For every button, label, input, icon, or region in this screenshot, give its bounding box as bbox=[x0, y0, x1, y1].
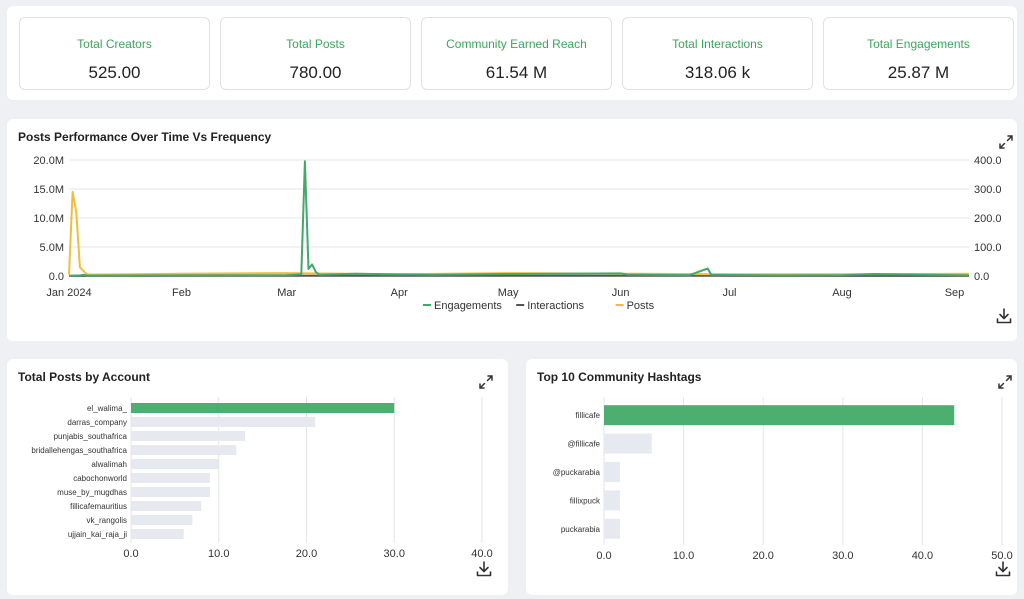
y-tick-label-right: 100.0 bbox=[974, 242, 1002, 254]
bar bbox=[131, 431, 246, 441]
bar bbox=[131, 515, 193, 525]
kpi-value: 780.00 bbox=[289, 63, 342, 82]
x-tick-label: Jun bbox=[612, 287, 630, 299]
y-tick-label-right: 0.0 bbox=[974, 271, 989, 283]
category-label: puckarabia bbox=[561, 525, 601, 534]
y-tick-label-left: 20.0M bbox=[33, 155, 64, 167]
legend-label: Posts bbox=[627, 300, 655, 312]
legend-label: Interactions bbox=[527, 300, 584, 312]
y-tick-label-right: 400.0 bbox=[974, 155, 1002, 167]
bar bbox=[131, 473, 210, 483]
bar bbox=[604, 405, 955, 426]
category-label: muse_by_mugdhas bbox=[57, 488, 127, 497]
category-label: cabochonworld bbox=[73, 474, 127, 483]
x-tick-label: Jul bbox=[722, 287, 736, 299]
category-label: fillicafe bbox=[576, 411, 601, 420]
category-label: fillixpuck bbox=[570, 496, 601, 505]
community-hashtags-panel: Top 10 Community Hashtags 0.0 10.0 20.0 30.… bbox=[526, 359, 1017, 595]
y-tick-label-left: 5.0M bbox=[40, 242, 64, 254]
category-label: punjabis_southafrica bbox=[54, 432, 128, 441]
bar bbox=[131, 529, 184, 539]
x-tick-label: 30.0 bbox=[384, 548, 405, 560]
x-tick-label: Sep bbox=[945, 287, 965, 299]
series-line-engagements bbox=[68, 160, 970, 277]
kpi-label: Total Creators bbox=[77, 37, 152, 51]
bar bbox=[131, 417, 316, 427]
x-tick-label: 0.0 bbox=[596, 550, 611, 562]
y-tick-label-left: 0.0 bbox=[49, 271, 64, 283]
chart-title: Total Posts by Account bbox=[18, 370, 151, 384]
bar bbox=[131, 487, 210, 497]
posts-performance-panel: Posts Performance Over Time Vs Frequency… bbox=[7, 119, 1017, 341]
series-line-posts bbox=[68, 190, 970, 276]
kpi-label: Total Posts bbox=[286, 37, 345, 51]
category-label: @puckarabia bbox=[553, 468, 601, 477]
bar bbox=[131, 501, 202, 511]
expand-icon[interactable] bbox=[477, 373, 495, 391]
y-tick-label-left: 15.0M bbox=[33, 184, 64, 196]
x-tick-label: 0.0 bbox=[123, 548, 138, 560]
legend-label: Engagements bbox=[434, 300, 502, 312]
chart-title: Posts Performance Over Time Vs Frequency bbox=[18, 130, 272, 144]
x-tick-label: Jan 2024 bbox=[46, 287, 91, 299]
kpi-card-total-interactions: Total Interactions 318.06 k bbox=[622, 17, 813, 90]
kpi-panel: Total Creators 525.00 Total Posts 780.00… bbox=[7, 6, 1017, 100]
category-label: ujjain_kai_raja_ji bbox=[68, 530, 127, 539]
download-icon[interactable] bbox=[475, 560, 493, 578]
x-tick-label: Feb bbox=[172, 287, 191, 299]
category-label: darras_company bbox=[67, 418, 127, 427]
kpi-card-total-posts: Total Posts 780.00 bbox=[220, 17, 411, 90]
line-chart: 0.0 5.0M 10.0M 15.0M 20.0M 0.0 100.0 200.0 300.0… bbox=[33, 155, 1002, 312]
kpi-value: 25.87 M bbox=[887, 63, 950, 82]
x-tick-label: 40.0 bbox=[471, 548, 492, 560]
download-icon[interactable] bbox=[994, 560, 1012, 578]
x-tick-label: 40.0 bbox=[912, 550, 933, 562]
x-tick-label: Apr bbox=[391, 287, 408, 299]
bar bbox=[131, 459, 219, 469]
x-tick-label: Aug bbox=[832, 287, 852, 299]
download-icon[interactable] bbox=[995, 307, 1013, 325]
bar bbox=[131, 445, 237, 455]
expand-icon[interactable] bbox=[996, 373, 1014, 391]
category-label: el_walima_ bbox=[87, 404, 128, 413]
y-tick-label-right: 300.0 bbox=[974, 184, 1002, 196]
bar bbox=[604, 462, 620, 482]
bar-chart-accounts: 0.0 10.0 20.0 30.0 40.0 el_walima_ darras_comp… bbox=[31, 397, 493, 560]
x-tick-label: May bbox=[498, 287, 519, 299]
kpi-card-total-creators: Total Creators 525.00 bbox=[19, 17, 210, 90]
bar bbox=[131, 403, 395, 413]
x-tick-label: Mar bbox=[277, 287, 296, 299]
kpi-value: 525.00 bbox=[88, 63, 141, 82]
kpi-label: Total Engagements bbox=[867, 37, 970, 51]
kpi-label: Community Earned Reach bbox=[446, 37, 587, 51]
bar bbox=[604, 490, 620, 511]
category-label: bridallehengas_southafrica bbox=[31, 446, 127, 455]
x-tick-label: 10.0 bbox=[673, 550, 694, 562]
expand-icon[interactable] bbox=[997, 133, 1015, 151]
y-tick-label-right: 200.0 bbox=[974, 213, 1002, 225]
y-tick-label-left: 10.0M bbox=[33, 213, 64, 225]
category-label: @fillicafe bbox=[567, 440, 600, 449]
chart-title: Top 10 Community Hashtags bbox=[537, 370, 702, 384]
bar bbox=[604, 518, 620, 539]
category-label: alwalimah bbox=[91, 460, 127, 469]
kpi-card-total-engagements: Total Engagements 25.87 M bbox=[823, 17, 1014, 90]
kpi-card-community-earned-reach: Community Earned Reach 61.54 M bbox=[421, 17, 612, 90]
bar bbox=[604, 433, 652, 454]
x-tick-label: 20.0 bbox=[296, 548, 317, 560]
kpi-value: 61.54 M bbox=[485, 63, 548, 82]
posts-by-account-panel: Total Posts by Account 0.0 10.0 20.0 30.0 40… bbox=[7, 359, 508, 595]
x-tick-label: 30.0 bbox=[832, 550, 853, 562]
x-tick-label: 50.0 bbox=[991, 550, 1012, 562]
kpi-value: 318.06 k bbox=[684, 63, 751, 82]
category-label: fillicafemauritius bbox=[70, 502, 127, 511]
x-tick-label: 10.0 bbox=[208, 548, 229, 560]
category-label: vk_rangolis bbox=[87, 516, 127, 525]
bar-chart-hashtags: 0.0 10.0 20.0 30.0 40.0 50.0 fillicafe @fillica… bbox=[553, 397, 1013, 562]
x-tick-label: 20.0 bbox=[752, 550, 773, 562]
kpi-label: Total Interactions bbox=[672, 37, 763, 51]
